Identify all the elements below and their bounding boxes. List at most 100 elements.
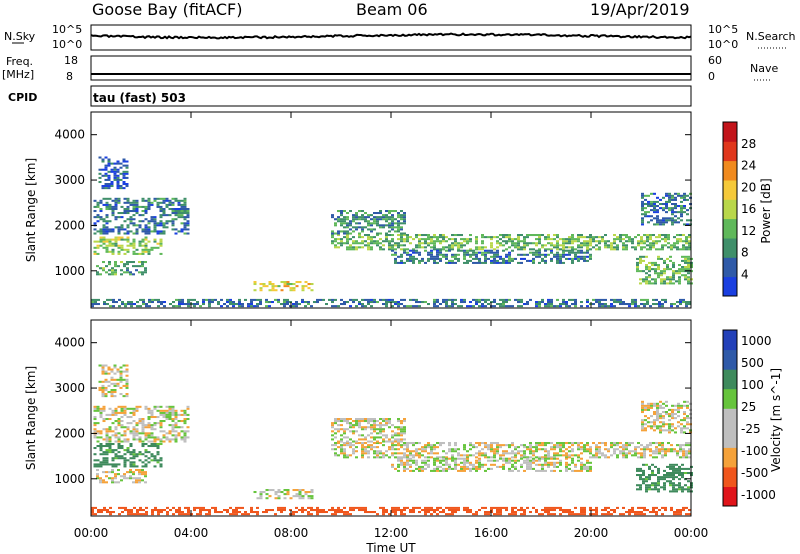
heatmap-cell xyxy=(553,454,556,457)
heatmap-cell xyxy=(142,298,145,301)
heatmap-cell xyxy=(379,418,382,421)
heatmap-cell xyxy=(616,456,619,459)
heatmap-cell xyxy=(391,220,394,223)
heatmap-cell xyxy=(183,413,187,416)
heatmap-cell xyxy=(199,506,202,509)
heatmap-cell xyxy=(580,463,583,466)
heatmap-cell xyxy=(141,240,145,243)
heatmap-cell xyxy=(653,217,656,220)
heatmap-cell xyxy=(574,248,577,251)
heatmap-cell xyxy=(286,493,290,496)
heatmap-cell xyxy=(286,281,290,284)
heatmap-cell xyxy=(601,240,604,243)
heatmap-cell xyxy=(127,301,130,304)
heatmap-cell xyxy=(547,450,550,453)
heatmap-cell xyxy=(340,428,343,431)
heatmap-cell xyxy=(340,420,343,423)
heatmap-cell xyxy=(484,259,487,262)
heatmap-cell xyxy=(448,238,451,241)
heatmap-cell xyxy=(144,232,148,235)
heatmap-cell xyxy=(463,257,466,260)
heatmap-cell xyxy=(153,228,157,231)
heatmap-cell xyxy=(487,236,490,239)
heatmap-cell xyxy=(334,442,337,445)
heatmap-cell xyxy=(562,442,565,445)
heatmap-cell xyxy=(650,421,653,424)
heatmap-cell xyxy=(577,442,580,445)
heatmap-cell xyxy=(174,208,178,211)
heatmap-cell xyxy=(669,490,672,493)
heatmap-cell xyxy=(180,430,184,433)
heatmap-cell xyxy=(108,269,111,272)
heatmap-cell xyxy=(277,489,281,492)
heatmap-cell xyxy=(595,298,598,301)
heatmap-cell xyxy=(580,242,583,245)
heatmap-cell xyxy=(97,298,100,301)
heatmap-cell xyxy=(361,236,364,239)
heatmap-cell xyxy=(541,513,544,516)
heatmap-cell xyxy=(111,252,115,255)
heatmap-cell xyxy=(334,218,337,221)
heatmap-cell xyxy=(382,506,385,509)
heatmap-cell xyxy=(165,205,169,208)
heatmap-cell xyxy=(226,509,229,512)
heatmap-cell xyxy=(418,301,421,304)
heatmap-cell xyxy=(652,450,655,453)
heatmap-cell xyxy=(451,509,454,512)
heatmap-cell xyxy=(655,511,658,514)
heatmap-cell xyxy=(388,513,391,516)
heatmap-cell xyxy=(110,162,114,165)
heatmap-cell xyxy=(364,298,367,301)
heatmap-cell xyxy=(586,255,589,258)
heatmap-cell xyxy=(550,305,553,308)
heatmap-cell xyxy=(346,422,349,425)
heatmap-cell xyxy=(586,448,589,451)
heatmap-cell xyxy=(571,234,574,237)
heatmap-cell xyxy=(475,253,478,256)
heatmap-cell xyxy=(125,170,129,173)
heatmap-cell xyxy=(589,240,592,243)
heatmap-cell xyxy=(147,205,151,208)
heatmap-cell xyxy=(352,450,355,453)
heatmap-cell xyxy=(310,489,314,492)
heatmap-cell xyxy=(484,444,487,447)
heatmap-cell xyxy=(147,252,151,255)
heatmap-cell xyxy=(562,251,565,254)
heatmap-cell xyxy=(526,463,529,466)
heatmap-cell xyxy=(661,298,664,301)
heatmap-cell xyxy=(122,164,126,167)
heatmap-cell xyxy=(433,459,436,462)
heatmap-cell xyxy=(133,303,136,306)
heatmap-cell xyxy=(343,506,346,509)
heatmap-cell xyxy=(126,267,129,270)
heatmap-cell xyxy=(391,214,394,217)
heatmap-cell xyxy=(138,240,142,243)
heatmap-cell xyxy=(535,255,538,258)
heatmap-cell xyxy=(379,424,382,427)
heatmap-cell xyxy=(481,454,484,457)
heatmap-cell xyxy=(125,384,129,387)
heatmap-cell xyxy=(526,456,529,459)
heatmap-cell xyxy=(382,218,385,221)
heatmap-cell xyxy=(123,271,126,274)
heatmap-cell xyxy=(673,244,676,247)
heatmap-cell xyxy=(283,283,287,286)
heatmap-cell xyxy=(604,456,607,459)
heatmap-cell xyxy=(646,244,649,247)
heatmap-cell xyxy=(499,257,502,260)
heatmap-cell xyxy=(647,215,650,218)
heatmap-cell xyxy=(493,448,496,451)
heatmap-cell xyxy=(379,298,382,301)
heatmap-cell xyxy=(382,244,385,247)
heatmap-cell xyxy=(674,198,677,201)
heatmap-cell xyxy=(130,305,133,308)
heatmap-cell xyxy=(105,453,109,456)
heatmap-cell xyxy=(481,465,484,468)
heatmap-cell xyxy=(553,506,556,509)
heatmap-cell xyxy=(385,232,388,235)
heatmap-cell xyxy=(144,459,148,462)
heatmap-cell xyxy=(511,242,514,245)
heatmap-cell xyxy=(349,454,352,457)
heatmap-cell xyxy=(595,248,598,251)
